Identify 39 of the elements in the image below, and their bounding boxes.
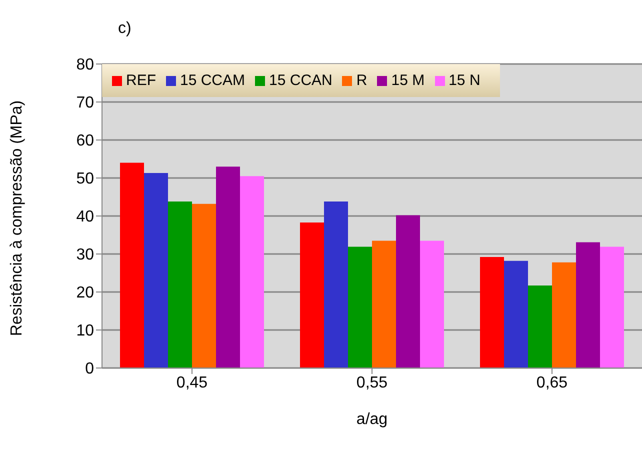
legend-label: REF (126, 72, 156, 89)
bar (120, 162, 144, 368)
legend-label: 15 M (391, 72, 425, 89)
bar (420, 240, 444, 368)
y-tick-label: 50 (76, 170, 94, 188)
bar (372, 240, 396, 368)
x-tick-label: 0,65 (536, 374, 568, 392)
bar (480, 257, 504, 368)
y-tick-label: 20 (76, 284, 94, 302)
bar (240, 176, 264, 368)
bar (324, 202, 348, 368)
y-tick-label: 60 (76, 132, 94, 150)
bar (144, 173, 168, 368)
bar (168, 202, 192, 368)
legend-label: 15 N (448, 72, 480, 89)
bar (396, 215, 420, 368)
bar (216, 166, 240, 368)
x-tick-label: 0,45 (176, 374, 208, 392)
y-tick-label: 40 (76, 208, 94, 226)
y-tick-label: 30 (76, 246, 94, 264)
y-tick-label: 70 (76, 94, 94, 112)
y-tick-label: 0 (85, 360, 94, 378)
bar (300, 222, 324, 368)
bar (348, 246, 372, 368)
bar (504, 260, 528, 368)
x-axis-title: a/ag (356, 411, 388, 428)
y-tick-label: 10 (76, 322, 94, 340)
legend-label: R (356, 72, 368, 89)
bar (600, 246, 624, 368)
bar (576, 242, 600, 368)
x-tick-label: 0,55 (356, 374, 388, 392)
legend-label: 15 CCAN (269, 72, 332, 89)
bar (528, 286, 552, 368)
legend-label: 15 CCAM (180, 72, 246, 89)
bar (192, 204, 216, 368)
y-axis-title: Resistência à compressão (MPa) (8, 100, 26, 336)
text: c) (118, 20, 132, 38)
y-tick-label: 80 (76, 56, 94, 74)
bar (552, 262, 576, 368)
